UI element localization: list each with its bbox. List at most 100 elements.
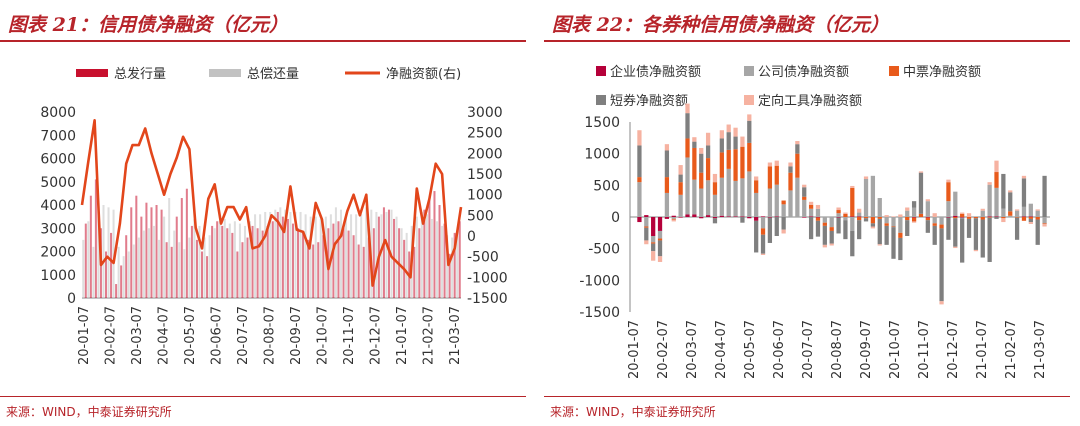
issue-bar — [195, 239, 198, 298]
short-bar — [918, 172, 924, 214]
repay-bar — [122, 256, 125, 298]
mtn-bar — [719, 152, 724, 178]
repay-bar — [254, 214, 257, 298]
issue-bar — [357, 244, 360, 298]
private-bar — [994, 160, 999, 173]
issue-bar — [428, 198, 431, 298]
repay-bar — [158, 239, 161, 298]
right-x-tick-label: 20-12-07 — [946, 320, 961, 379]
repay-bar — [208, 235, 211, 298]
mtn-bar — [1008, 211, 1013, 216]
short-bar — [767, 217, 773, 243]
corp-bar — [911, 217, 917, 218]
issue-bar — [135, 195, 138, 298]
corp-bar — [1021, 216, 1027, 217]
issue-bar — [317, 242, 320, 298]
private-bar — [946, 179, 951, 183]
company-bar — [699, 188, 704, 217]
company-bar — [664, 192, 670, 217]
left-y-tick-label: 7000 — [40, 128, 76, 144]
short-bar — [1042, 175, 1047, 217]
right-chart-title: 图表 22：各券种信用债净融资（亿元） — [552, 14, 890, 36]
short-bar — [705, 145, 711, 159]
repay-bar — [294, 211, 297, 298]
short-bar — [843, 220, 848, 240]
repay-bar — [334, 207, 337, 298]
repay-bar — [375, 211, 378, 298]
repay-bar — [279, 207, 282, 298]
issue-bar — [433, 191, 436, 298]
short-bar — [946, 217, 951, 240]
right-y-tick-label: -1500 — [467, 291, 508, 307]
repay-bar — [168, 198, 171, 298]
right-x-tick-label: 20-01-07 — [627, 320, 642, 379]
short-bar — [692, 141, 697, 148]
issue-bar — [423, 209, 426, 298]
repay-bar — [183, 249, 186, 298]
left-y-tick-label: 8000 — [40, 105, 76, 121]
corp-bar — [719, 215, 724, 217]
left-y-tick-label: 4000 — [40, 198, 76, 214]
right-y-tick-label: 500 — [467, 208, 494, 224]
left-y-tick-label: 5000 — [40, 175, 76, 191]
company-bar — [1001, 208, 1006, 217]
repay-bar — [314, 216, 317, 298]
issue-bar — [236, 251, 239, 298]
corp-bar — [664, 217, 670, 219]
issue-bar — [261, 230, 264, 298]
private-bar — [939, 301, 944, 305]
right-chart-y-tick-label: 1000 — [584, 147, 620, 163]
private-bar — [1021, 175, 1027, 179]
private-bar — [1028, 222, 1033, 224]
company-bar — [850, 217, 855, 231]
legend-short-label: 短券净融资额 — [610, 93, 688, 109]
private-bar — [712, 173, 718, 183]
private-bar — [918, 171, 924, 173]
left-x-tick-label: 20-05-07 — [183, 306, 198, 365]
mtn-bar — [802, 196, 807, 200]
issue-bar — [94, 179, 97, 298]
mtn-bar — [712, 182, 718, 195]
legend-corp-swatch — [596, 66, 606, 76]
company-bar — [1014, 210, 1020, 217]
mtn-bar — [685, 138, 690, 158]
company-bar — [1008, 215, 1013, 217]
mtn-bar — [1042, 223, 1047, 224]
right-chart-y-tick-label: 0 — [611, 210, 620, 226]
company-bar — [815, 208, 821, 217]
legend-repay-label: 总偿还量 — [247, 67, 299, 82]
left-title-rule — [0, 40, 526, 42]
repay-bar — [269, 211, 272, 298]
private-bar — [760, 253, 766, 255]
issue-bar — [362, 246, 365, 298]
mtn-bar — [822, 222, 827, 226]
issue-bar — [418, 228, 421, 298]
private-bar — [953, 246, 958, 249]
issue-bar — [443, 223, 446, 298]
company-bar — [726, 168, 731, 217]
company-bar — [857, 212, 862, 217]
right-source-rule — [544, 396, 1070, 397]
mtn-bar — [891, 226, 896, 228]
repay-bar — [350, 214, 353, 298]
issue-bar — [140, 216, 143, 298]
issue-bar — [307, 239, 310, 298]
legend-corp-label: 企业债净融资额 — [610, 64, 701, 80]
repay-bar — [345, 214, 348, 298]
issue-bar — [150, 207, 153, 298]
mtn-bar — [760, 228, 766, 235]
mtn-bar — [836, 210, 841, 214]
mtn-bar — [726, 149, 731, 169]
private-bar — [850, 185, 855, 188]
mtn-bar — [850, 187, 855, 217]
corp-bar — [671, 215, 676, 217]
short-bar — [877, 218, 882, 245]
private-bar — [637, 130, 642, 146]
repay-bar — [92, 246, 95, 298]
issue-bar — [387, 209, 391, 298]
right-x-tick-label: 20-05-07 — [743, 320, 758, 379]
repay-bar — [127, 251, 130, 298]
corp-bar — [815, 217, 821, 218]
corp-bar — [987, 216, 992, 217]
private-bar — [829, 243, 834, 246]
